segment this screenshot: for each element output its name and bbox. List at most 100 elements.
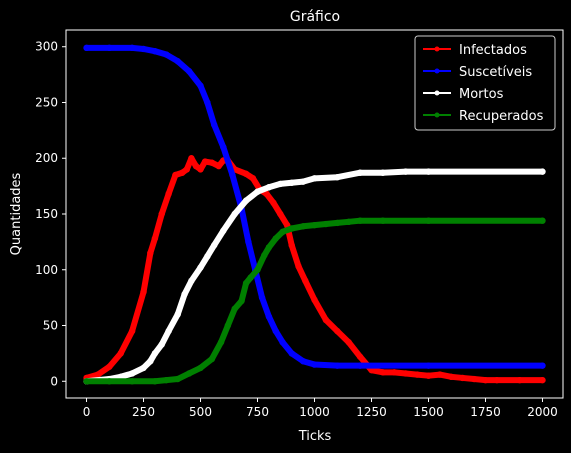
legend-label-recuperados: Recuperados xyxy=(459,109,544,124)
data-point-suscetiveis xyxy=(185,68,193,75)
data-point-mortos xyxy=(188,277,195,285)
legend-label-infectados: Infectados xyxy=(459,43,527,58)
data-point-infectados xyxy=(379,369,387,376)
data-point-infectados xyxy=(165,190,172,198)
data-point-mortos xyxy=(220,227,227,234)
data-point-infectados xyxy=(147,249,154,257)
x-tick-label: 1000 xyxy=(299,405,330,419)
data-point-suscetiveis xyxy=(229,171,236,179)
data-point-suscetiveis xyxy=(245,238,252,246)
data-point-recuperados xyxy=(356,217,364,224)
y-tick-label: 150 xyxy=(35,207,58,221)
data-point-infectados xyxy=(249,175,257,182)
data-point-mortos xyxy=(151,350,159,357)
data-point-recuperados xyxy=(242,279,250,287)
data-point-suscetiveis xyxy=(356,362,364,369)
x-tick-label: 1750 xyxy=(470,405,501,419)
data-point-infectados xyxy=(311,296,318,304)
data-point-infectados xyxy=(242,170,250,178)
data-point-recuperados xyxy=(163,376,170,384)
data-point-infectados xyxy=(277,210,284,218)
data-point-recuperados xyxy=(261,252,268,259)
data-point-suscetiveis xyxy=(539,362,546,369)
data-point-recuperados xyxy=(334,219,341,227)
data-point-mortos xyxy=(265,184,273,191)
data-point-suscetiveis xyxy=(106,44,113,52)
data-point-suscetiveis xyxy=(258,294,266,301)
data-point-suscetiveis xyxy=(128,44,136,52)
data-point-recuperados xyxy=(83,378,90,385)
data-point-infectados xyxy=(94,371,102,378)
legend-marker-infectados xyxy=(434,46,440,52)
data-point-infectados xyxy=(158,210,165,218)
data-point-recuperados xyxy=(279,228,286,236)
legend-box xyxy=(414,35,556,131)
y-tick-label: 300 xyxy=(35,40,58,54)
data-point-suscetiveis xyxy=(163,51,170,58)
plot-area xyxy=(83,44,546,385)
y-tick-label: 250 xyxy=(35,95,58,109)
data-point-mortos xyxy=(174,311,181,318)
data-point-recuperados xyxy=(311,221,318,229)
data-point-infectados xyxy=(128,327,136,335)
y-axis: 0 50 100 150 200 250 300 xyxy=(35,40,66,388)
data-point-recuperados xyxy=(265,244,273,251)
data-point-infectados xyxy=(295,263,302,270)
data-point-suscetiveis xyxy=(174,58,181,65)
data-point-mortos xyxy=(402,168,409,175)
data-point-infectados xyxy=(188,155,195,162)
x-tick-label: 750 xyxy=(246,405,269,419)
data-point-mortos xyxy=(165,327,172,335)
y-axis-label: Quantidades xyxy=(9,172,24,255)
data-point-recuperados xyxy=(231,305,238,312)
data-point-recuperados xyxy=(247,274,254,281)
data-point-recuperados xyxy=(299,223,307,230)
data-point-mortos xyxy=(254,188,261,195)
data-point-recuperados xyxy=(217,339,225,346)
data-point-recuperados xyxy=(288,225,295,232)
data-point-infectados xyxy=(459,374,466,382)
data-point-mortos xyxy=(379,169,387,176)
data-point-recuperados xyxy=(425,217,432,224)
data-point-infectados xyxy=(425,372,432,379)
data-point-infectados xyxy=(106,363,113,370)
data-point-mortos xyxy=(158,341,165,348)
legend-marker-suscetiveis xyxy=(434,68,440,74)
x-tick-label: 0 xyxy=(83,405,91,419)
data-point-recuperados xyxy=(224,322,232,329)
y-tick-label: 200 xyxy=(35,151,58,165)
x-tick-label: 250 xyxy=(132,405,155,419)
data-point-recuperados xyxy=(128,378,136,385)
data-point-infectados xyxy=(151,235,159,242)
data-point-recuperados xyxy=(322,220,330,228)
data-point-mortos xyxy=(334,174,341,181)
data-point-mortos xyxy=(128,370,136,377)
data-point-infectados xyxy=(413,371,421,378)
data-point-infectados xyxy=(345,339,352,346)
data-point-recuperados xyxy=(345,218,352,226)
data-point-infectados xyxy=(183,166,191,173)
data-point-mortos xyxy=(277,180,284,188)
data-point-suscetiveis xyxy=(197,82,204,89)
data-point-recuperados xyxy=(379,217,387,224)
data-point-mortos xyxy=(140,364,147,372)
data-point-recuperados xyxy=(174,375,181,383)
data-point-suscetiveis xyxy=(334,362,341,369)
data-point-infectados xyxy=(215,162,222,170)
data-point-suscetiveis xyxy=(220,143,227,151)
data-point-mortos xyxy=(147,358,154,365)
data-point-infectados xyxy=(402,370,409,377)
data-point-infectados xyxy=(482,376,489,384)
data-point-recuperados xyxy=(208,355,216,363)
data-point-recuperados xyxy=(185,370,193,377)
legend-marker-mortos xyxy=(434,90,440,96)
data-point-infectados xyxy=(470,375,478,383)
data-point-suscetiveis xyxy=(265,313,273,320)
data-point-suscetiveis xyxy=(140,45,147,53)
data-point-infectados xyxy=(448,373,455,381)
x-tick-label: 2000 xyxy=(527,405,558,419)
x-tick-label: 1250 xyxy=(356,405,387,419)
data-point-suscetiveis xyxy=(83,44,90,52)
data-point-infectados xyxy=(197,166,204,173)
data-point-mortos xyxy=(299,178,307,185)
